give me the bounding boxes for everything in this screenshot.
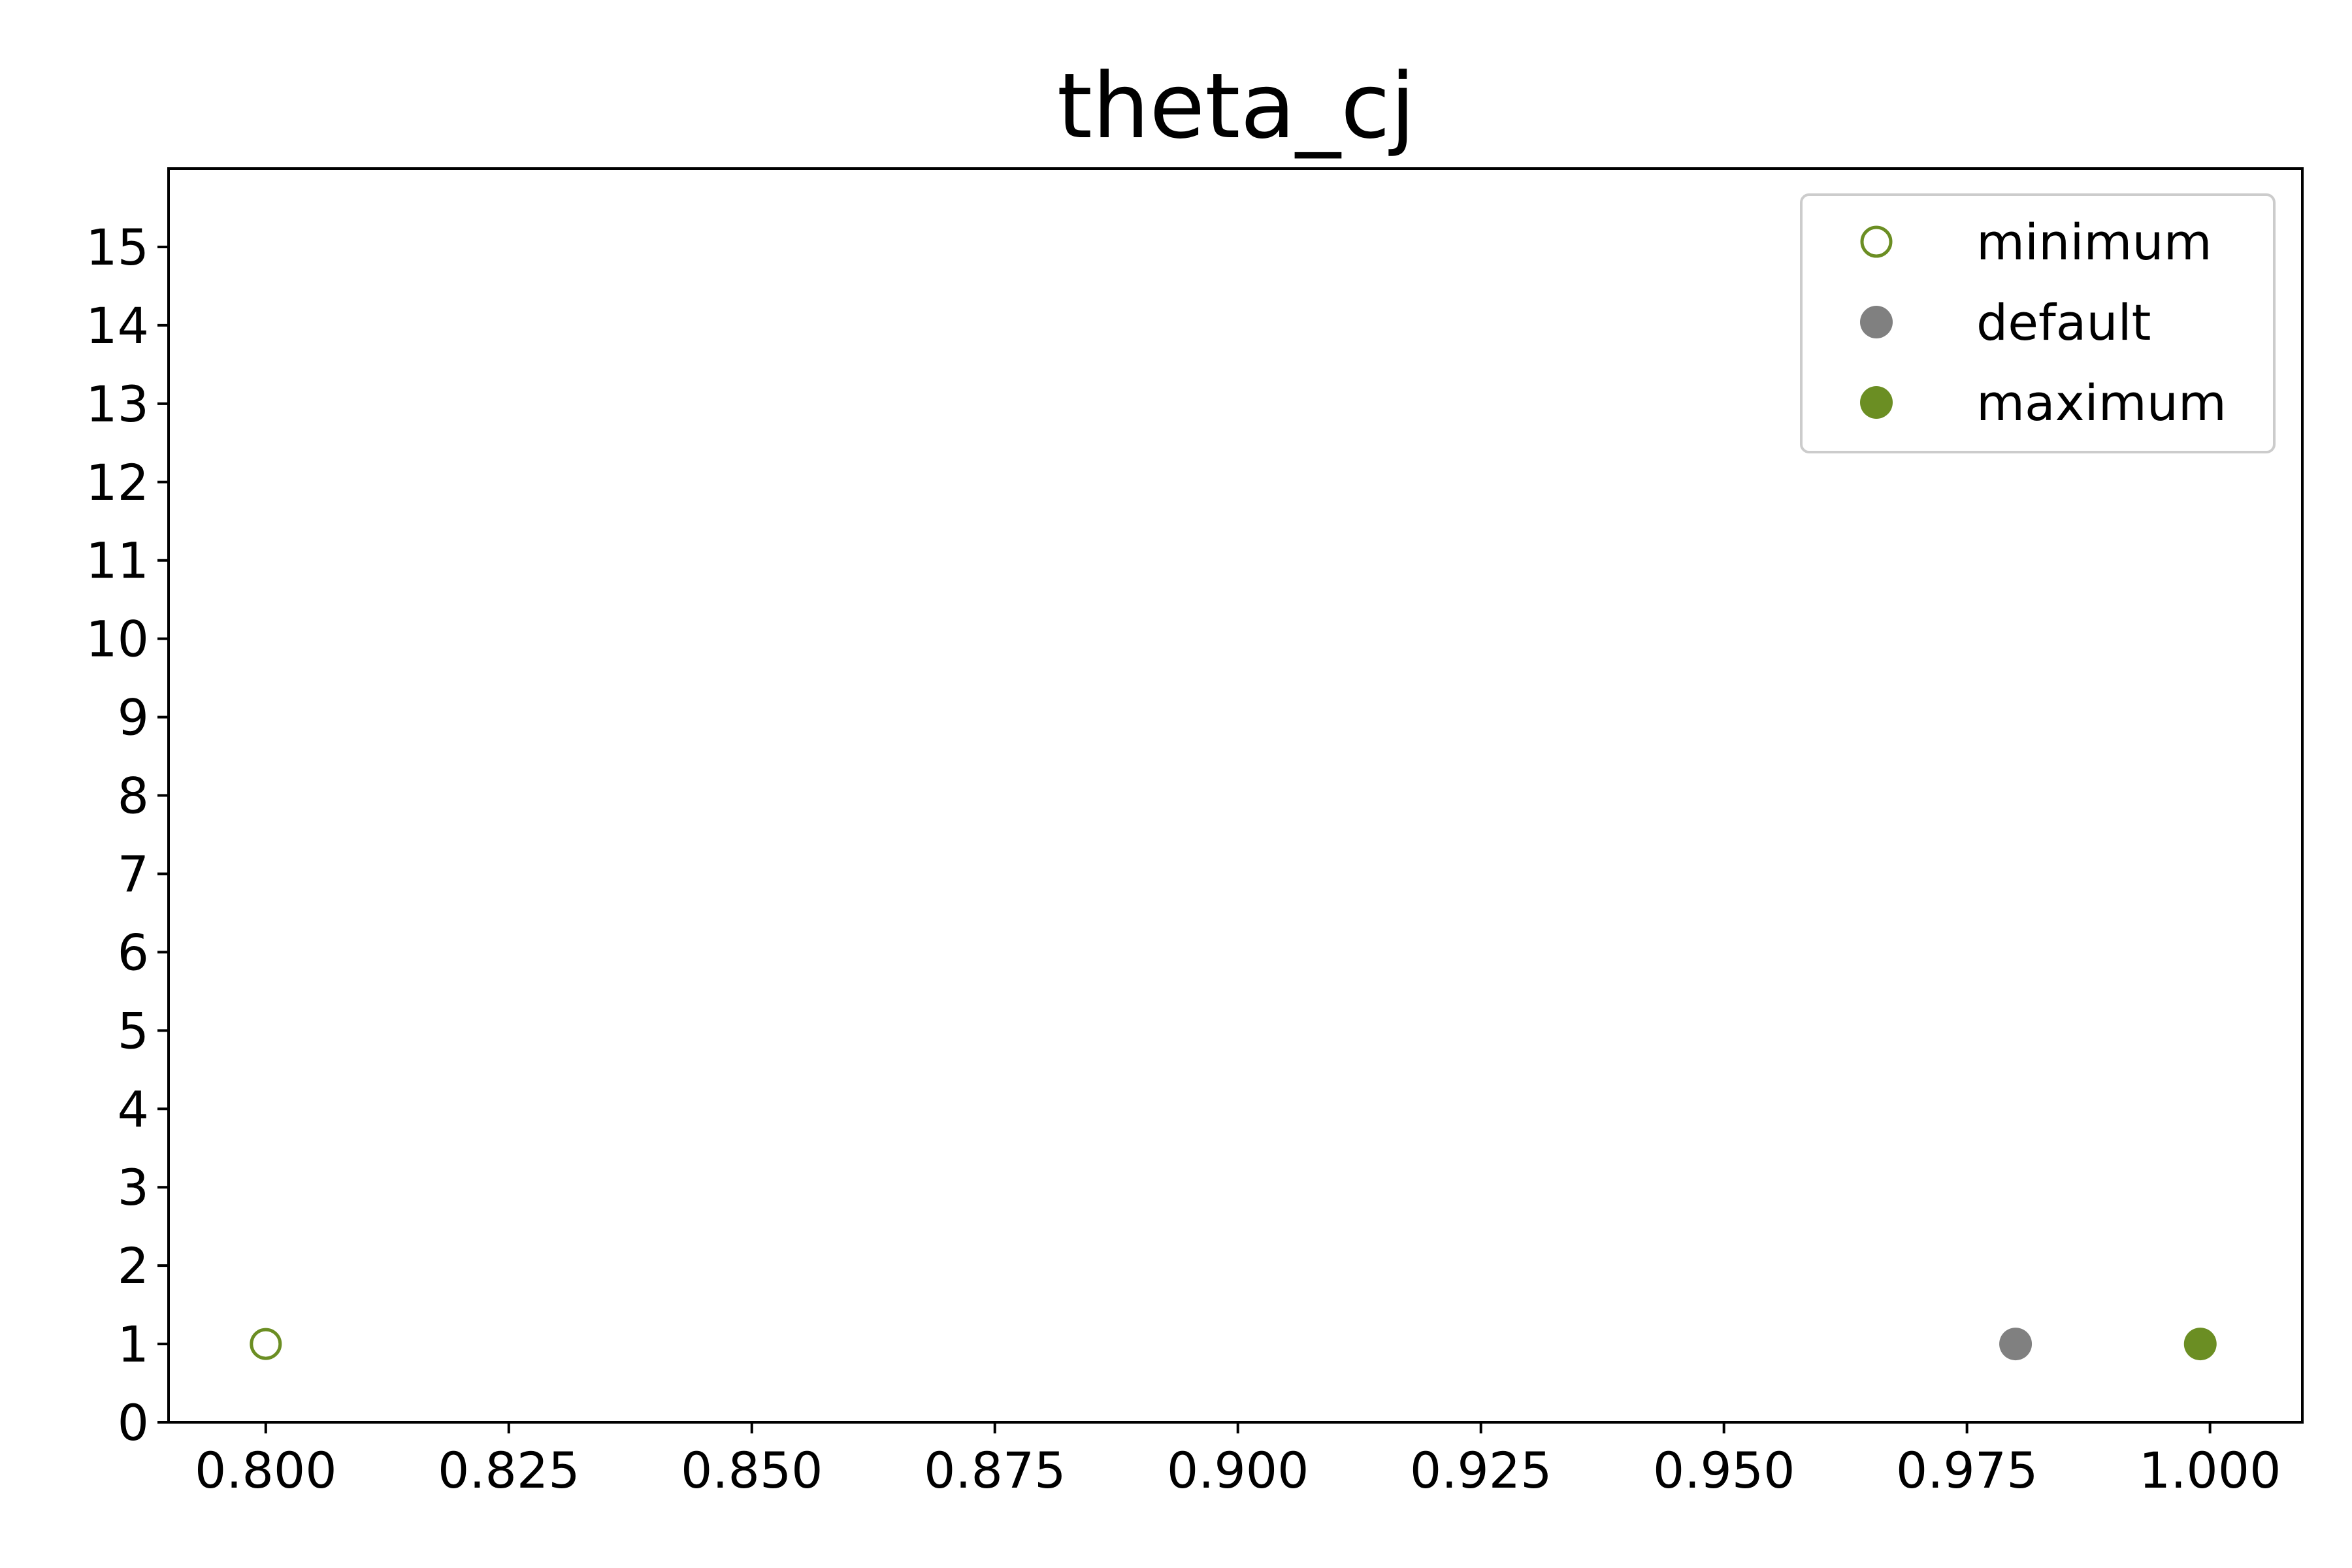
legend: minimum default maximum: [1800, 193, 2276, 453]
y-tick-label: 5: [118, 1002, 149, 1060]
y-tick-label: 10: [86, 610, 149, 668]
legend-label-minimum: minimum: [1976, 213, 2212, 271]
plot-frame: [167, 167, 2304, 1424]
y-tick-label: 7: [118, 845, 149, 903]
legend-label-default: default: [1976, 293, 2151, 351]
legend-marker-minimum: [1860, 225, 1893, 258]
x-tick-label: 0.875: [924, 1441, 1066, 1499]
y-tick-label: 11: [86, 532, 149, 590]
data-points: [250, 1328, 2217, 1361]
x-tick-label: 0.900: [1167, 1441, 1309, 1499]
y-tick-label: 1: [118, 1315, 149, 1373]
x-tick-label: 0.925: [1410, 1441, 1552, 1499]
x-tick-label: 1.000: [2139, 1441, 2281, 1499]
y-tick-label: 15: [86, 218, 149, 276]
legend-marker-maximum: [1860, 386, 1893, 419]
y-tick-label: 0: [118, 1394, 149, 1452]
legend-box: [1800, 193, 2276, 453]
chart-title: theta_cj: [1057, 54, 1415, 159]
y-tick-label: 2: [118, 1237, 149, 1295]
y-tick-label: 3: [118, 1158, 149, 1217]
y-tick-label: 14: [86, 297, 149, 355]
y-tick-label: 13: [86, 375, 149, 433]
y-tick-label: 8: [118, 767, 149, 825]
y-tick-label: 4: [118, 1080, 149, 1138]
point-maximum: [2183, 1328, 2217, 1361]
point-minimum: [250, 1328, 282, 1360]
x-tick-label: 0.975: [1896, 1441, 2038, 1499]
x-tick-label: 0.825: [438, 1441, 580, 1499]
point-default: [1999, 1328, 2033, 1361]
x-tick-label: 0.800: [195, 1441, 337, 1499]
y-tick-label: 9: [118, 689, 149, 747]
y-tick-label: 6: [118, 923, 149, 981]
x-tick-label: 0.950: [1653, 1441, 1795, 1499]
x-tick-label: 0.850: [681, 1441, 823, 1499]
x-axis: 0.800 0.825 0.850 0.875 0.900 0.925 0.950 0.975…: [195, 1422, 2281, 1499]
legend-label-maximum: maximum: [1976, 374, 2227, 432]
y-tick-label: 12: [86, 453, 149, 512]
legend-marker-default: [1860, 306, 1893, 338]
